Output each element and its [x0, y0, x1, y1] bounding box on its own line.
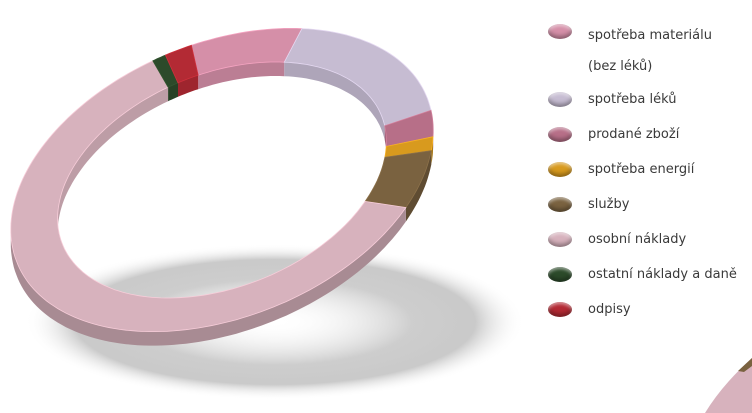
ring-slice-inner-side: [284, 62, 385, 140]
partial-ring-fragment: [705, 358, 752, 413]
legend-label: prodané zboží: [588, 127, 680, 142]
ring-slices: [10, 28, 434, 332]
ring-slice-side: [10, 60, 406, 346]
ring-slice: [164, 44, 199, 84]
legend-item: spotřeba léků: [548, 82, 737, 117]
legend: spotřeba materiálu (bez léků) spotřeba lé…: [548, 20, 737, 327]
legend-item: ostatní náklady a daně: [548, 257, 737, 292]
legend-label: osobní náklady: [588, 232, 687, 247]
legend-label: odpisy: [588, 302, 631, 317]
legend-item: prodané zboží: [548, 117, 737, 152]
legend-label: spotřeba léků: [588, 92, 677, 107]
ring-slice-side: [405, 150, 432, 222]
legend-item: spotřeba materiálu (bez léků): [548, 20, 737, 82]
legend-label: služby: [588, 197, 630, 212]
legend-marker-icon: [548, 162, 572, 177]
legend-marker-icon: [548, 92, 572, 107]
legend-marker-icon: [548, 127, 572, 142]
legend-label: ostatní náklady a daně: [588, 267, 737, 282]
partial-ring-edge: [738, 358, 752, 372]
legend-item: osobní náklady: [548, 222, 737, 257]
legend-marker-icon: [548, 232, 572, 247]
ring-slice: [364, 150, 432, 208]
legend-item: služby: [548, 187, 737, 222]
legend-item: spotřeba energií: [548, 152, 737, 187]
legend-label: spotřeba materiálu (bez léků): [588, 28, 712, 74]
legend-marker-icon: [548, 267, 572, 282]
legend-marker-icon: [548, 24, 572, 39]
legend-label: spotřeba energií: [588, 162, 695, 177]
ring-shadow: [25, 244, 525, 400]
ring-slice-inner-side: [178, 75, 199, 97]
legend-item: odpisy: [548, 292, 737, 327]
ring-slice-inner-side: [198, 62, 285, 90]
legend-marker-icon: [548, 302, 572, 317]
legend-marker-icon: [548, 197, 572, 212]
ring-slice-inner-side: [168, 82, 178, 102]
